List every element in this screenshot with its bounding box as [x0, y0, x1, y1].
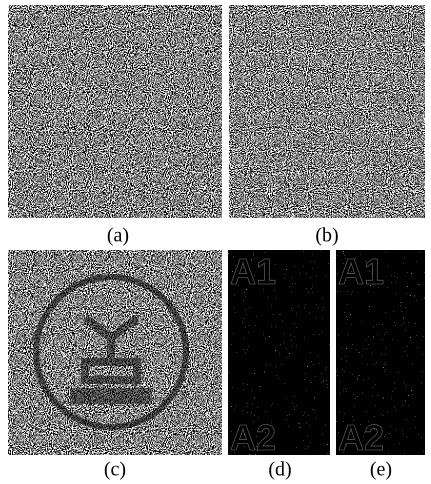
overlay-text: A2 — [338, 417, 384, 458]
noise-image-c — [8, 250, 222, 455]
panel-label: (a) — [107, 225, 129, 247]
panel-label: (c) — [104, 459, 126, 481]
overlay-text: A2 — [230, 417, 276, 458]
noise-image-d — [228, 250, 330, 455]
panel-label: (e) — [370, 459, 392, 481]
panel-label: (d) — [268, 459, 291, 481]
panel-label: (b) — [315, 225, 338, 247]
noise-image-b — [229, 5, 425, 218]
overlay-text: A1 — [338, 251, 384, 292]
overlay-text: A1 — [230, 251, 276, 292]
noise-image-e — [336, 250, 425, 455]
noise-image-a — [8, 5, 222, 218]
